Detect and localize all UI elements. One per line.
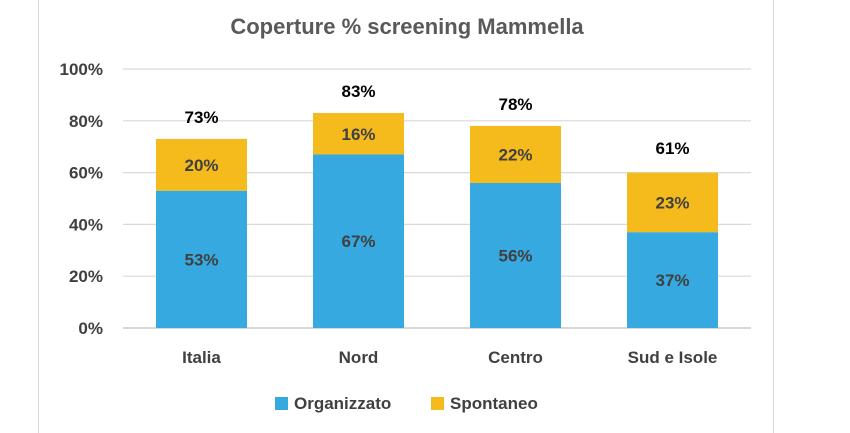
x-tick-label-sud-e-isole: Sud e Isole bbox=[628, 348, 718, 367]
legend-swatch-spontaneo bbox=[431, 397, 444, 410]
y-axis-ticks: 0% 20% 40% 60% 80% 100% bbox=[60, 60, 103, 338]
data-label-spontaneo-nord: 16% bbox=[341, 125, 375, 144]
legend-label-spontaneo: Spontaneo bbox=[450, 394, 538, 413]
bar-organizzato-italia bbox=[156, 190, 247, 328]
y-tick-label-80: 80% bbox=[69, 112, 103, 131]
data-label-organizzato-sud-e-isole: 37% bbox=[655, 271, 689, 290]
y-tick-label-60: 60% bbox=[69, 164, 103, 183]
data-label-organizzato-nord: 67% bbox=[341, 232, 375, 251]
bar-spontaneo-italia bbox=[156, 138, 247, 191]
bar-organizzato-nord bbox=[313, 154, 404, 328]
data-label-spontaneo-centro: 22% bbox=[498, 145, 532, 164]
data-label-spontaneo-italia: 20% bbox=[184, 156, 218, 175]
total-label-centro: 78% bbox=[498, 95, 532, 114]
bar-organizzato-centro bbox=[470, 182, 561, 328]
legend-label-organizzato: Organizzato bbox=[294, 394, 391, 413]
bar-spontaneo-sud-e-isole bbox=[627, 172, 718, 233]
y-tick-label-100: 100% bbox=[60, 60, 103, 79]
chart-title: Coperture % screening Mammella bbox=[230, 14, 584, 39]
legend-swatch-organizzato bbox=[275, 397, 288, 410]
chart-frame: Coperture % screening Mammella 0% 20% 40% 6… bbox=[38, 0, 774, 433]
y-tick-label-0: 0% bbox=[78, 319, 103, 338]
bar-spontaneo-centro bbox=[470, 125, 561, 183]
data-label-spontaneo-sud-e-isole: 23% bbox=[655, 193, 689, 212]
y-tick-label-20: 20% bbox=[69, 267, 103, 286]
bar-spontaneo-nord bbox=[313, 113, 404, 155]
bars: 53% 20% 73% 67% 16% 83% 56% 22% 78% 37% 23% 61% bbox=[156, 82, 718, 328]
x-axis-labels: Italia Nord Centro Sud e Isole bbox=[182, 348, 717, 367]
total-label-nord: 83% bbox=[341, 82, 375, 101]
chart-svg: Coperture % screening Mammella 0% 20% 40% 6… bbox=[60, 14, 751, 413]
y-tick-label-40: 40% bbox=[69, 215, 103, 234]
data-label-organizzato-centro: 56% bbox=[498, 246, 532, 265]
total-label-sud-e-isole: 61% bbox=[655, 139, 689, 158]
bar-organizzato-sud-e-isole bbox=[627, 232, 718, 328]
data-label-organizzato-italia: 53% bbox=[184, 250, 218, 269]
x-tick-label-centro: Centro bbox=[488, 348, 543, 367]
x-tick-label-italia: Italia bbox=[182, 348, 221, 367]
x-tick-label-nord: Nord bbox=[339, 348, 379, 367]
total-label-italia: 73% bbox=[184, 108, 218, 127]
legend: Organizzato Spontaneo bbox=[275, 394, 538, 413]
